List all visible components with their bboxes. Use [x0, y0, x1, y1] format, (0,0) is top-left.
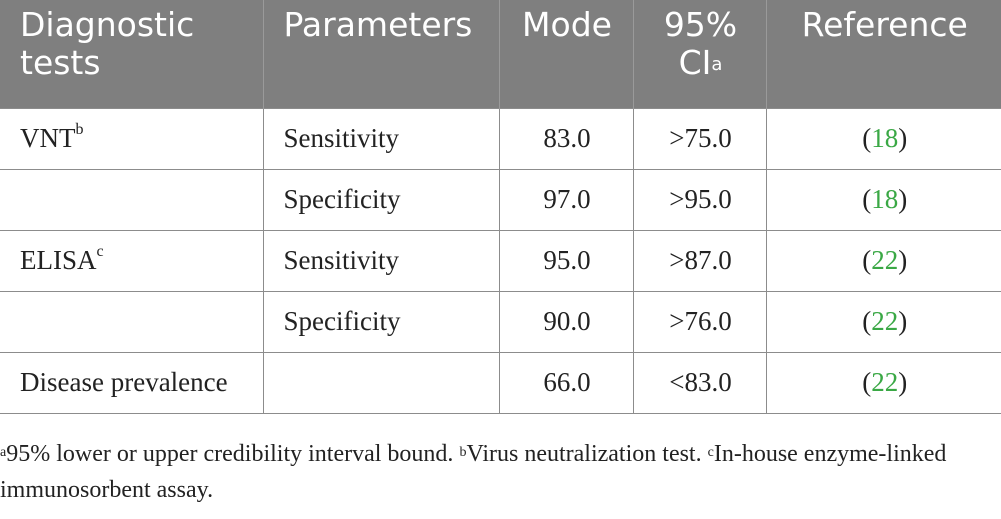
- footnote-text: 95% lower or upper credibility interval …: [6, 441, 460, 467]
- cell-parameter: Specificity: [262, 168, 500, 231]
- table-body: VNTb Sensitivity 83.0 >75.0 (18) Specifi…: [0, 107, 1001, 414]
- cell-mode: 95.0: [498, 229, 634, 292]
- header-parameters: Parameters: [262, 0, 500, 108]
- cell-test: [0, 290, 264, 353]
- diagnostic-tests-table: Diagnostic tests Parameters Mode 95% CIa…: [0, 0, 1001, 414]
- footnote-text: Virus neutralization test.: [466, 441, 708, 467]
- footnote-marker: c: [96, 243, 104, 260]
- cell-ci: >75.0: [632, 107, 767, 170]
- reference-link[interactable]: 18: [871, 184, 899, 214]
- reference-link[interactable]: 22: [871, 367, 899, 397]
- header-row: Diagnostic tests Parameters Mode 95% CIa…: [0, 0, 1001, 108]
- footnote-marker: a: [0, 445, 7, 460]
- cell-mode: 97.0: [498, 168, 634, 231]
- reference-link[interactable]: 18: [871, 123, 899, 153]
- footnote-marker: c: [707, 445, 714, 460]
- cell-reference: (22): [765, 351, 1001, 414]
- table-row: Specificity 97.0 >95.0 (18): [0, 168, 1001, 231]
- table-row: Disease prevalence 66.0 <83.0 (22): [0, 351, 1001, 414]
- reference-link[interactable]: 22: [871, 306, 899, 336]
- header-reference: Reference: [765, 0, 1001, 108]
- cell-mode: 66.0: [498, 351, 634, 414]
- cell-parameter: Sensitivity: [262, 229, 500, 292]
- table-row: ELISAc Sensitivity 95.0 >87.0 (22): [0, 229, 1001, 292]
- reference-link[interactable]: 22: [871, 245, 899, 275]
- cell-mode: 90.0: [498, 290, 634, 353]
- table-row: Specificity 90.0 >76.0 (22): [0, 290, 1001, 353]
- cell-parameter: Specificity: [262, 290, 500, 353]
- footnote-marker: b: [75, 121, 84, 138]
- cell-test: VNTb: [0, 107, 264, 170]
- table-row: VNTb Sensitivity 83.0 >75.0 (18): [0, 107, 1001, 170]
- cell-reference: (18): [765, 107, 1001, 170]
- footnote-text: In-house enzyme-linked immunosorbent ass…: [0, 441, 947, 503]
- footnote-marker: b: [459, 445, 467, 460]
- cell-test: [0, 168, 264, 231]
- cell-ci: >95.0: [632, 168, 767, 231]
- cell-ci: <83.0: [632, 351, 767, 414]
- cell-reference: (22): [765, 290, 1001, 353]
- cell-ci: >87.0: [632, 229, 767, 292]
- header-diagnostic-tests: Diagnostic tests: [0, 0, 264, 108]
- header-mode: Mode: [498, 0, 634, 108]
- footnote-marker: a: [711, 54, 723, 75]
- cell-mode: 83.0: [498, 107, 634, 170]
- table-footnotes: a95% lower or upper credibility interval…: [0, 436, 1001, 508]
- cell-reference: (18): [765, 168, 1001, 231]
- table-header: Diagnostic tests Parameters Mode 95% CIa…: [0, 0, 1001, 108]
- cell-parameter: Sensitivity: [262, 107, 500, 170]
- cell-test: Disease prevalence: [0, 351, 264, 414]
- header-ci: 95% CIa: [632, 0, 767, 108]
- table-container: Diagnostic tests Parameters Mode 95% CIa…: [0, 0, 1001, 414]
- cell-reference: (22): [765, 229, 1001, 292]
- cell-test: ELISAc: [0, 229, 264, 292]
- cell-ci: >76.0: [632, 290, 767, 353]
- cell-parameter: [262, 351, 500, 414]
